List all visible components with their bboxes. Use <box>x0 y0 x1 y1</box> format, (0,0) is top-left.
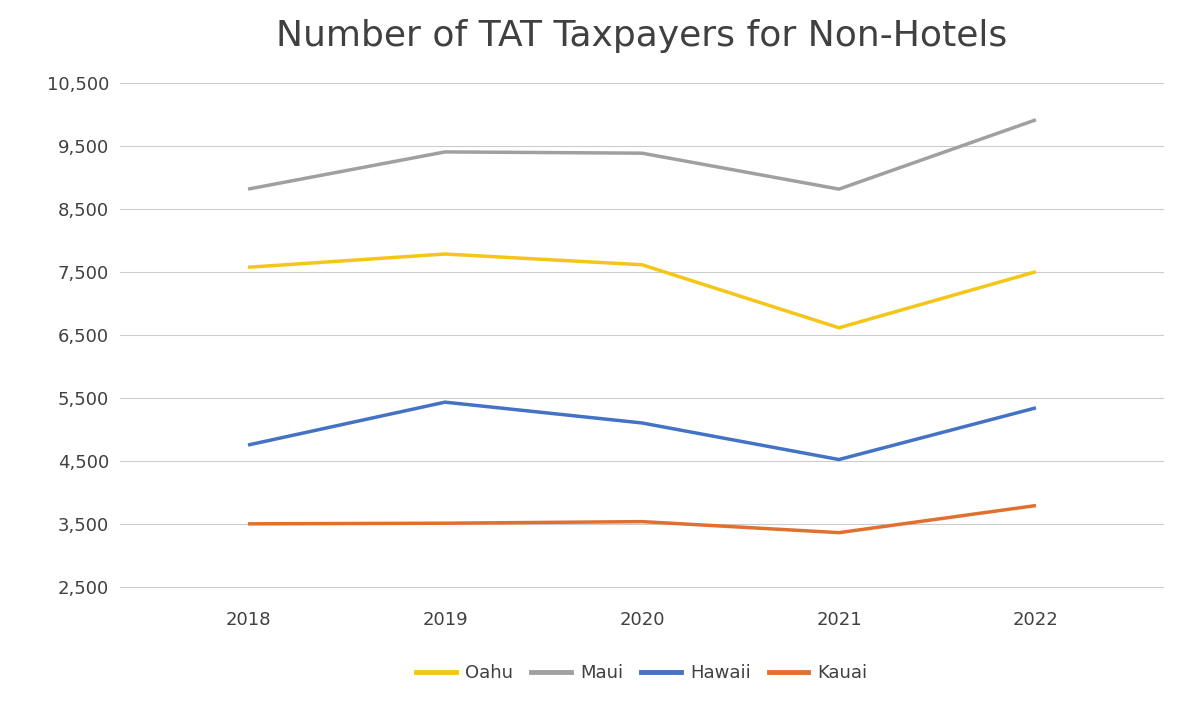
Kauai <box>438 519 452 527</box>
Kauai <box>832 528 846 537</box>
Maui <box>635 149 649 157</box>
Oahu <box>832 323 846 332</box>
Maui <box>832 185 846 193</box>
Oahu <box>635 261 649 269</box>
Kauai <box>241 520 256 528</box>
Hawaii <box>635 419 649 427</box>
Line: Kauai: Kauai <box>248 505 1036 532</box>
Line: Oahu: Oahu <box>248 254 1036 328</box>
Legend: Oahu, Maui, Hawaii, Kauai: Oahu, Maui, Hawaii, Kauai <box>409 657 875 689</box>
Hawaii <box>1028 404 1043 412</box>
Title: Number of TAT Taxpayers for Non-Hotels: Number of TAT Taxpayers for Non-Hotels <box>276 18 1008 53</box>
Oahu <box>438 250 452 258</box>
Oahu <box>1028 268 1043 276</box>
Kauai <box>635 517 649 526</box>
Maui <box>241 185 256 193</box>
Oahu <box>241 263 256 272</box>
Line: Maui: Maui <box>248 120 1036 189</box>
Maui <box>1028 116 1043 124</box>
Hawaii <box>438 398 452 407</box>
Kauai <box>1028 501 1043 510</box>
Line: Hawaii: Hawaii <box>248 402 1036 460</box>
Hawaii <box>832 455 846 464</box>
Hawaii <box>241 441 256 449</box>
Maui <box>438 148 452 156</box>
